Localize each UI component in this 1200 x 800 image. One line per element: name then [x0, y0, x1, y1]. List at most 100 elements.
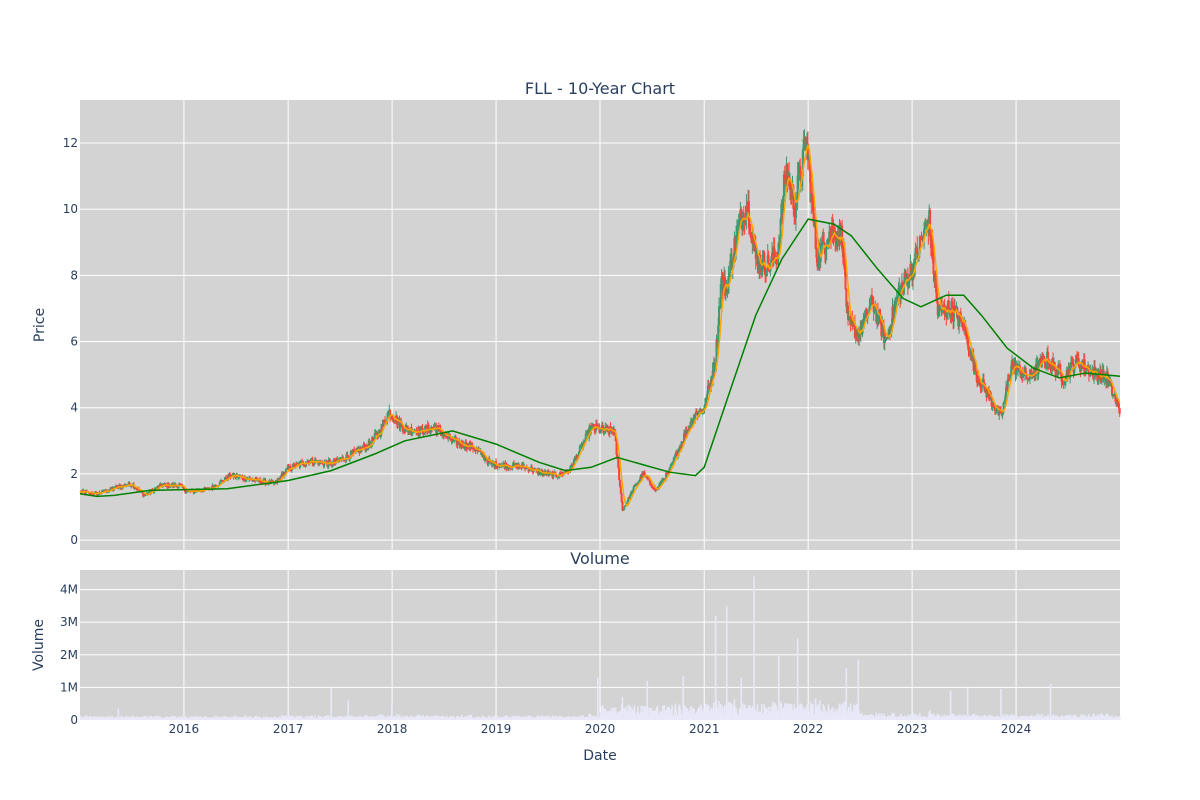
candle-body — [404, 427, 407, 432]
candle-body — [636, 484, 639, 486]
candle-body — [424, 425, 427, 433]
candle-body — [352, 449, 355, 454]
candle-body — [828, 231, 831, 245]
candle-body — [713, 365, 716, 373]
candle-body — [966, 334, 969, 345]
candle-body — [719, 284, 722, 308]
candle-body — [1059, 370, 1062, 375]
candle-body — [655, 489, 658, 491]
candle-body — [863, 316, 866, 321]
candle-body — [834, 231, 837, 243]
candle-body — [382, 419, 385, 427]
candle-body — [290, 470, 293, 472]
candle-body — [1117, 402, 1120, 404]
candle-body — [1008, 378, 1011, 381]
candle-body — [1080, 363, 1083, 372]
candle-body — [373, 433, 376, 438]
candle-body — [618, 467, 621, 480]
candle-body — [802, 138, 805, 151]
candle-body — [625, 503, 628, 505]
candle-body — [990, 396, 993, 407]
candle-body — [621, 501, 624, 511]
candle-body — [379, 434, 382, 436]
candle-body — [1075, 354, 1078, 365]
x-axis-label: Date — [583, 748, 616, 764]
candle-body — [1060, 374, 1063, 383]
candle-body — [291, 464, 294, 470]
candle-body — [204, 487, 207, 489]
candle-body — [557, 476, 560, 478]
candle-body — [244, 480, 247, 482]
candle-body — [331, 465, 334, 467]
candle-body — [507, 466, 510, 469]
candle-body — [622, 509, 625, 511]
candle-body — [979, 381, 982, 388]
candle-body — [1118, 408, 1121, 414]
candle-body — [670, 464, 673, 467]
candle-body — [447, 434, 450, 438]
candle-body — [932, 256, 935, 275]
volume-x-ticks: 2016 2017 2018 2019 2020 2021 2022 2023 2024 — [169, 722, 1032, 736]
candle-body — [556, 477, 559, 479]
candle-body — [1002, 402, 1005, 413]
candle-body — [347, 456, 350, 458]
price-y-ticks: 0 2 4 6 8 10 12 — [63, 136, 78, 547]
candle-body — [999, 410, 1002, 413]
candle-body — [1004, 395, 1007, 402]
candle-body — [954, 308, 957, 312]
candle-body — [106, 492, 109, 494]
candle-body — [958, 318, 961, 326]
candle-body — [790, 187, 793, 200]
volume-y-axis-label: Volume — [31, 619, 47, 671]
candle-body — [862, 320, 865, 324]
candle-body — [650, 484, 653, 487]
candle-body — [456, 441, 459, 446]
candle-body — [633, 485, 636, 487]
candle-body — [810, 193, 813, 203]
candle-body — [1050, 367, 1053, 369]
candle-body — [883, 337, 886, 344]
candle-body — [672, 457, 675, 463]
candle-body — [1040, 356, 1043, 368]
candle-body — [606, 426, 609, 429]
candle-body — [964, 320, 967, 332]
candle-body — [649, 483, 652, 485]
candle-body — [703, 405, 706, 411]
candle-body — [653, 486, 656, 491]
candle-body — [873, 309, 876, 312]
candle-body — [615, 440, 618, 455]
candle-body — [983, 384, 986, 392]
candle-body — [694, 411, 697, 415]
candle-body — [573, 457, 576, 461]
candle-body — [881, 324, 884, 337]
volume-chart-title: Volume — [570, 549, 630, 568]
candle-body — [411, 432, 414, 435]
candle-body — [629, 494, 632, 499]
candle-body — [936, 301, 939, 316]
candle-body — [710, 376, 713, 387]
candle-body — [896, 296, 899, 298]
ma-long-line — [79, 218, 1121, 498]
candle-body — [935, 292, 938, 302]
candle-body — [889, 331, 892, 334]
candle-body — [918, 236, 921, 254]
candle-body — [933, 274, 936, 279]
candle-body — [1111, 382, 1114, 396]
candle-body — [947, 300, 950, 309]
candle-body — [809, 171, 812, 203]
candle-body — [284, 469, 287, 474]
candle-body — [968, 350, 971, 355]
candle-body — [372, 437, 375, 441]
candle-body — [1057, 365, 1060, 375]
candle-body — [1041, 356, 1044, 358]
candle-body — [524, 466, 527, 470]
candle-body — [696, 412, 699, 417]
candle-body — [484, 457, 487, 461]
volume-y-tick-label: 0 — [70, 713, 78, 727]
ma-short-line — [79, 143, 1121, 507]
candle-body — [671, 462, 674, 464]
candle-body — [363, 444, 366, 448]
candle-body — [658, 484, 661, 488]
price-y-tick-label: 0 — [70, 533, 78, 547]
candle-body — [890, 325, 893, 332]
